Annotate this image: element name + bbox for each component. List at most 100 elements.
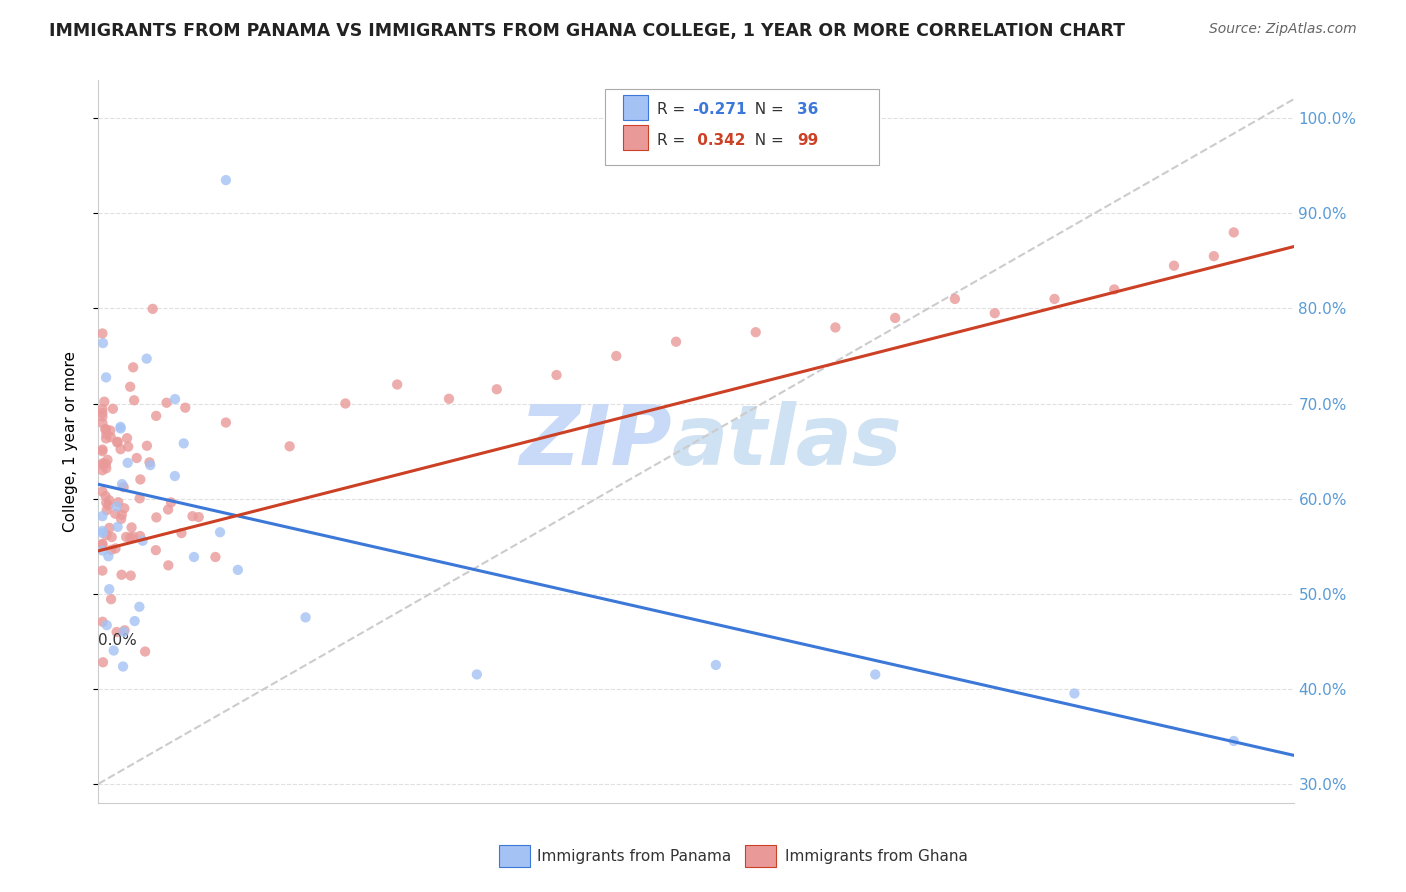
Point <box>94 431 117 445</box>
Text: 99: 99 <box>797 133 818 147</box>
Point <box>984 306 1007 320</box>
Point <box>96 503 118 517</box>
Point <box>97 549 120 564</box>
Point <box>96 528 118 542</box>
Point <box>103 643 125 657</box>
Point <box>94 422 117 436</box>
Point <box>142 301 165 316</box>
Point <box>131 533 153 548</box>
Point <box>824 320 846 334</box>
Point <box>1163 259 1185 273</box>
Point <box>93 394 115 409</box>
Point <box>121 520 143 534</box>
Point <box>1043 292 1066 306</box>
Point <box>120 530 142 544</box>
Point <box>104 507 127 521</box>
Point <box>120 380 142 394</box>
Point <box>122 530 145 544</box>
Point <box>91 442 114 457</box>
Point <box>546 368 568 382</box>
Point <box>111 477 134 491</box>
Point <box>91 615 114 629</box>
Point <box>97 498 120 512</box>
Point <box>173 436 195 450</box>
Text: 0.342: 0.342 <box>692 133 745 147</box>
Text: R =: R = <box>657 103 690 117</box>
Point <box>1223 226 1246 240</box>
Point <box>94 422 117 436</box>
Point <box>385 377 409 392</box>
Point <box>96 496 118 510</box>
Point <box>91 416 114 430</box>
Point <box>114 624 136 638</box>
Point <box>209 525 232 540</box>
Point <box>91 401 114 416</box>
Point <box>124 614 146 628</box>
Point <box>98 521 121 535</box>
Point <box>128 491 150 506</box>
Point <box>465 667 488 681</box>
Point <box>122 393 145 408</box>
Point <box>163 469 186 483</box>
Text: atlas: atlas <box>672 401 903 482</box>
Point <box>94 457 117 471</box>
Point <box>117 456 139 470</box>
Point <box>110 512 132 526</box>
Point <box>91 564 114 578</box>
Point <box>112 480 135 494</box>
Point <box>107 495 129 509</box>
Point <box>128 599 150 614</box>
Point <box>160 495 183 509</box>
Text: R =: R = <box>657 133 690 147</box>
Point <box>884 310 907 325</box>
Point <box>155 396 177 410</box>
Point <box>1104 282 1126 296</box>
Point <box>865 667 887 681</box>
Point <box>138 455 160 469</box>
Text: N =: N = <box>745 103 789 117</box>
Point <box>91 406 114 420</box>
Point <box>157 558 180 573</box>
Point <box>135 351 157 366</box>
Point <box>181 509 204 524</box>
Point <box>120 568 142 582</box>
Point <box>134 644 156 658</box>
Text: -0.271: -0.271 <box>692 103 747 117</box>
Point <box>145 543 167 558</box>
Point <box>115 431 138 445</box>
Point <box>125 450 148 465</box>
Point <box>294 610 316 624</box>
Point <box>100 542 122 557</box>
Point <box>215 173 238 187</box>
Point <box>139 458 162 472</box>
Point <box>110 442 132 457</box>
Point <box>115 530 138 544</box>
Point <box>174 401 197 415</box>
Point <box>91 444 114 458</box>
Text: 0.0%: 0.0% <box>98 633 138 648</box>
Point <box>485 382 508 396</box>
Point <box>157 502 180 516</box>
Point <box>91 524 114 538</box>
Point <box>745 325 768 339</box>
Point <box>226 563 249 577</box>
Point <box>91 463 114 477</box>
Point <box>117 440 139 454</box>
Point <box>91 537 114 551</box>
Point <box>110 420 132 434</box>
Y-axis label: College, 1 year or more: College, 1 year or more <box>63 351 77 532</box>
Point <box>91 458 114 472</box>
Point <box>605 349 627 363</box>
Point <box>437 392 460 406</box>
Point <box>1202 249 1225 263</box>
Point <box>135 439 157 453</box>
Text: IMMIGRANTS FROM PANAMA VS IMMIGRANTS FROM GHANA COLLEGE, 1 YEAR OR MORE CORRELAT: IMMIGRANTS FROM PANAMA VS IMMIGRANTS FRO… <box>49 22 1125 40</box>
Point <box>91 456 114 470</box>
Point <box>278 439 301 453</box>
Point <box>96 461 118 475</box>
Point <box>145 409 167 423</box>
Point <box>105 435 128 450</box>
Point <box>129 473 152 487</box>
Point <box>335 396 357 410</box>
Point <box>943 292 966 306</box>
